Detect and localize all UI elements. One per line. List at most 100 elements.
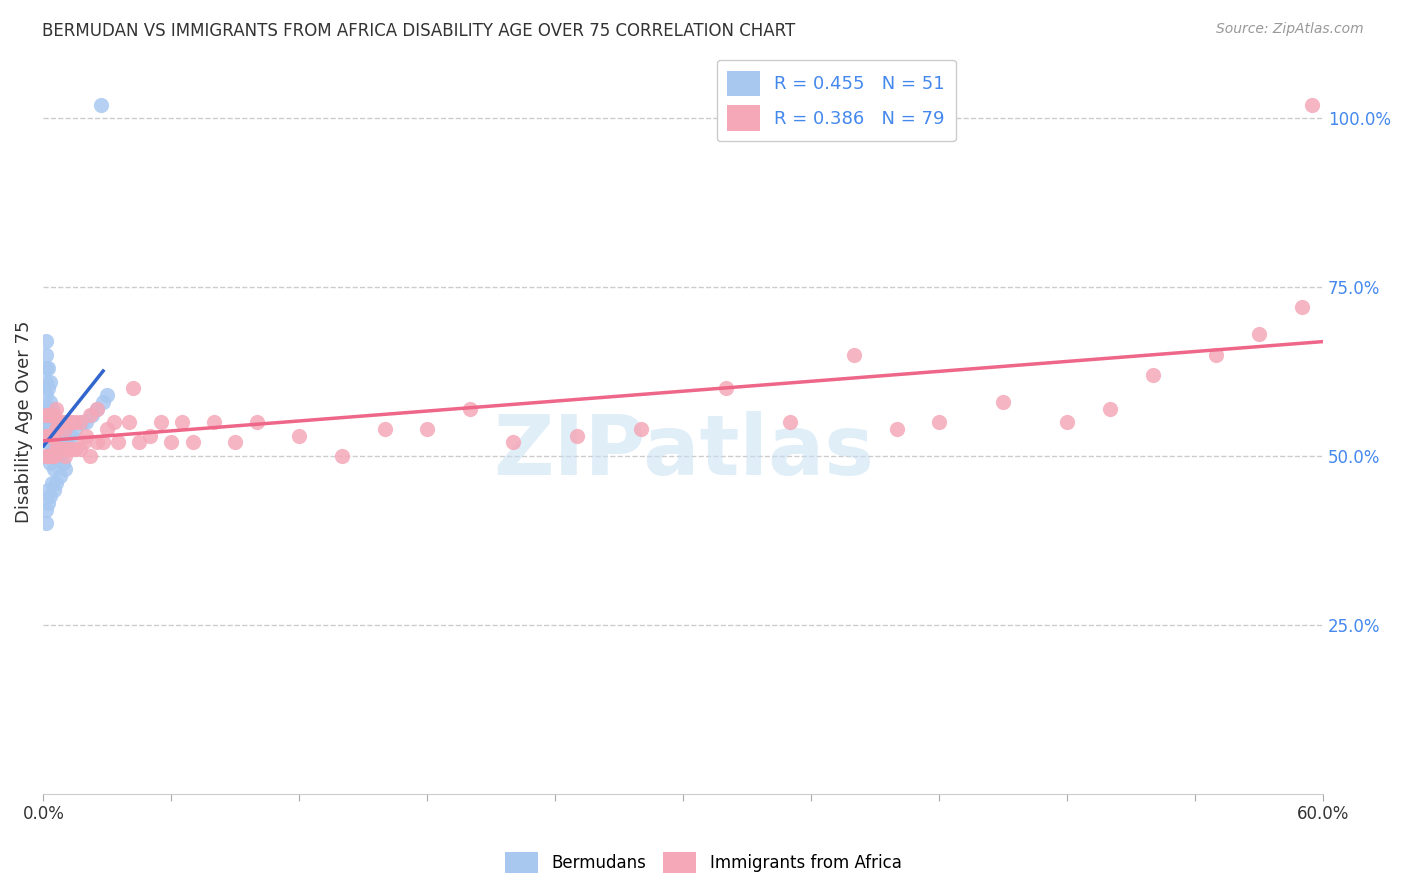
Point [37,422,59,436]
Point [65,415,87,429]
Point [49,469,72,483]
Point [41,449,63,463]
Point [82,409,104,423]
Point [41,422,63,436]
Point [53,422,76,436]
Point [1291,301,1313,315]
Point [46,415,69,429]
Point [34,409,56,423]
Point [1249,327,1271,342]
Point [34,516,56,531]
Point [45,401,67,416]
Point [34,503,56,517]
Point [416,422,439,436]
Point [128,435,150,450]
Point [38,428,60,442]
Point [69,442,91,457]
Point [42,435,65,450]
Point [91,435,114,450]
Point [42,428,65,442]
Point [630,422,652,436]
Point [52,442,75,457]
Point [41,475,63,490]
Point [139,428,162,442]
Point [149,415,172,429]
Point [181,435,204,450]
Point [46,442,69,457]
Point [79,409,101,423]
Point [246,415,269,429]
Point [60,442,83,457]
Point [38,456,60,470]
Point [37,361,59,376]
Point [42,449,65,463]
Point [86,401,108,416]
Point [65,422,87,436]
Point [330,449,353,463]
Point [70,415,93,429]
Point [34,401,56,416]
Point [56,415,79,429]
Point [103,415,125,429]
Point [96,422,118,436]
Point [49,442,72,457]
Point [46,415,69,429]
Point [45,422,67,436]
Point [46,449,69,463]
Point [34,388,56,402]
Point [160,435,183,450]
Point [41,449,63,463]
Point [1056,415,1078,429]
Point [107,435,129,450]
Point [34,428,56,442]
Point [37,381,59,395]
Point [52,428,75,442]
Point [38,415,60,429]
Point [52,415,75,429]
Point [993,395,1015,409]
Text: BERMUDAN VS IMMIGRANTS FROM AFRICA DISABILITY AGE OVER 75 CORRELATION CHART: BERMUDAN VS IMMIGRANTS FROM AFRICA DISAB… [42,22,796,40]
Point [34,428,56,442]
Point [1142,368,1164,382]
Point [37,449,59,463]
Point [170,415,193,429]
Point [38,395,60,409]
Point [53,462,76,476]
Point [37,483,59,497]
Point [41,428,63,442]
Point [60,428,83,442]
Point [75,415,97,429]
Point [122,381,145,395]
Point [34,348,56,362]
Point [1205,348,1227,362]
Point [49,415,72,429]
Point [34,375,56,389]
Point [38,409,60,423]
Point [56,435,79,450]
Point [56,442,79,457]
Point [34,361,56,376]
Point [118,415,141,429]
Point [458,401,481,416]
Point [69,415,91,429]
Point [42,409,65,423]
Point [45,475,67,490]
Point [1098,401,1121,416]
Point [58,442,80,457]
Point [58,415,80,429]
Point [75,428,97,442]
Point [41,401,63,416]
Point [779,415,801,429]
Point [53,449,76,463]
Point [38,490,60,504]
Point [224,435,246,450]
Point [37,435,59,450]
Y-axis label: Disability Age Over 75: Disability Age Over 75 [15,321,32,524]
Point [714,381,737,395]
Point [842,348,865,362]
Point [90,97,112,112]
Point [42,462,65,476]
Point [886,422,908,436]
Point [34,334,56,348]
Point [86,435,108,450]
